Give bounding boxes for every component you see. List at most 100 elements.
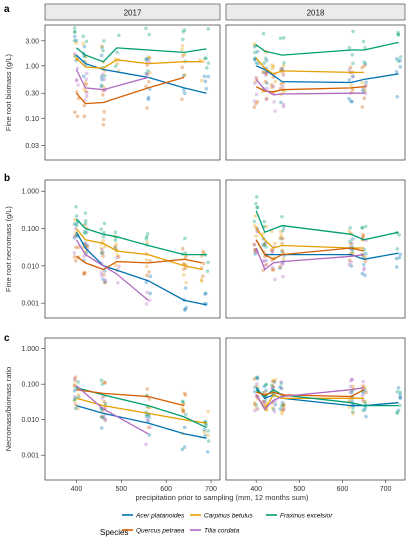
- obs-point-c-2018-0: [278, 407, 283, 411]
- obs-point-b-2017-1: [115, 253, 120, 257]
- obs-point-c-2018-2: [279, 386, 284, 390]
- obs-point-a-2018-0: [350, 99, 354, 104]
- obs-point-c-2017-2: [72, 398, 77, 402]
- obs-point-a-2018-0: [252, 57, 257, 62]
- obs-point-a-2018-1: [281, 71, 285, 76]
- obs-point-c-2018-2: [351, 405, 355, 410]
- obs-point-a-2017-4: [100, 72, 105, 77]
- y-tick-label-a-4: 3.00: [25, 38, 39, 45]
- obs-point-a-2018-3: [279, 82, 283, 86]
- obs-point-b-2017-1: [103, 244, 107, 249]
- obs-point-a-2018-3: [269, 83, 274, 87]
- y-tick-label-c-2: 0.100: [21, 382, 39, 389]
- obs-point-c-2017-0: [74, 406, 78, 411]
- obs-point-c-2018-4: [279, 386, 284, 391]
- obs-point-b-2017-0: [204, 291, 208, 296]
- obs-point-c-2017-1: [76, 406, 80, 411]
- obs-point-c-2018-1: [282, 406, 286, 410]
- obs-point-b-2017-4: [115, 255, 119, 260]
- obs-point-b-2017-3: [201, 249, 205, 254]
- obs-point-b-2018-2: [254, 194, 259, 199]
- obs-point-a-2017-1: [72, 54, 77, 58]
- obs-point-a-2017-4: [76, 83, 80, 87]
- obs-point-a-2017-1: [201, 59, 206, 64]
- obs-point-b-2017-2: [145, 232, 150, 236]
- panel-frame-b-2018: [225, 179, 406, 319]
- obs-point-b-2017-2: [74, 214, 79, 218]
- obs-point-b-2018-1: [261, 232, 266, 236]
- y-tick-label-b-3: 1.000: [21, 189, 39, 196]
- obs-point-c-2018-1: [347, 405, 352, 409]
- obs-point-a-2017-1: [200, 78, 204, 83]
- series-line-a-2017-carpinus-betulus: [75, 57, 203, 69]
- obs-point-c-2018-0: [364, 414, 368, 419]
- obs-point-c-2017-4: [100, 396, 104, 400]
- series-line-a-2017-quercus-petraea: [75, 76, 185, 105]
- obs-point-a-2017-2: [204, 56, 208, 61]
- obs-point-a-2017-0: [182, 91, 187, 96]
- panel-marks-c-2018: [252, 375, 403, 419]
- obs-point-a-2018-1: [271, 64, 276, 69]
- series-line-b-2017-tilia-cordata: [75, 239, 149, 301]
- obs-point-b-2018-3: [264, 262, 269, 267]
- obs-point-b-2017-2: [144, 237, 149, 241]
- obs-point-b-2018-3: [347, 258, 352, 263]
- series-line-a-2018-tilia-cordata: [255, 78, 364, 96]
- obs-point-b-2017-0: [183, 308, 187, 312]
- obs-point-a-2018-3: [362, 64, 367, 68]
- obs-point-b-2018-2: [264, 245, 268, 249]
- obs-point-a-2017-0: [99, 53, 104, 58]
- obs-point-b-2018-1: [280, 248, 285, 252]
- obs-point-b-2018-0: [278, 266, 282, 271]
- obs-point-c-2017-4: [103, 418, 108, 423]
- obs-point-b-2017-3: [113, 244, 117, 249]
- obs-point-b-2018-0: [280, 249, 284, 254]
- x-tick-label-2018-600: 600: [337, 486, 349, 493]
- obs-point-c-2017-4: [72, 395, 77, 399]
- obs-point-b-2017-1: [114, 242, 119, 247]
- obs-point-b-2017-0: [203, 292, 207, 296]
- obs-point-b-2017-2: [113, 238, 118, 243]
- obs-point-b-2017-4: [72, 251, 77, 255]
- obs-point-c-2018-2: [280, 403, 284, 408]
- obs-point-a-2018-0: [264, 58, 269, 63]
- obs-point-b-2017-3: [72, 255, 77, 259]
- obs-point-b-2017-1: [73, 217, 77, 222]
- obs-point-a-2018-0: [351, 74, 355, 79]
- obs-point-b-2017-2: [102, 221, 107, 226]
- obs-point-a-2017-1: [180, 44, 185, 48]
- obs-point-c-2018-4: [261, 399, 266, 404]
- obs-point-c-2017-2: [99, 378, 104, 383]
- obs-point-b-2017-0: [103, 280, 108, 284]
- obs-point-c-2017-0: [202, 427, 207, 432]
- obs-point-a-2018-1: [360, 80, 364, 85]
- obs-point-b-2017-2: [74, 204, 78, 209]
- obs-point-b-2017-3: [181, 261, 186, 266]
- obs-point-b-2017-0: [99, 251, 104, 255]
- obs-point-c-2017-3: [73, 378, 78, 383]
- obs-point-b-2018-2: [395, 247, 400, 251]
- obs-point-c-2018-2: [350, 410, 355, 414]
- obs-point-a-2018-0: [398, 64, 403, 69]
- obs-point-b-2017-2: [99, 227, 103, 232]
- obs-point-c-2018-2: [395, 389, 400, 394]
- obs-point-a-2018-3: [348, 65, 353, 70]
- obs-point-b-2018-1: [278, 236, 283, 240]
- obs-point-a-2018-3: [279, 66, 283, 71]
- obs-point-b-2017-0: [100, 251, 105, 255]
- obs-point-a-2017-2: [72, 26, 77, 30]
- obs-point-b-2018-3: [270, 267, 275, 272]
- obs-point-c-2018-0: [278, 385, 282, 389]
- obs-point-c-2018-1: [282, 402, 287, 407]
- obs-point-a-2017-3: [82, 103, 87, 108]
- obs-point-c-2017-0: [180, 447, 185, 452]
- obs-point-b-2017-4: [144, 302, 149, 306]
- obs-point-b-2018-1: [279, 230, 283, 234]
- legend-label-tilia-cordata: Tilia cordata: [204, 528, 240, 535]
- obs-point-b-2017-4: [100, 247, 104, 252]
- obs-point-c-2018-3: [263, 390, 267, 395]
- obs-point-b-2018-4: [264, 258, 269, 263]
- obs-point-a-2017-0: [74, 38, 79, 43]
- series-line-c-2018-tilia-cordata: [255, 386, 365, 411]
- obs-point-b-2017-1: [199, 277, 204, 282]
